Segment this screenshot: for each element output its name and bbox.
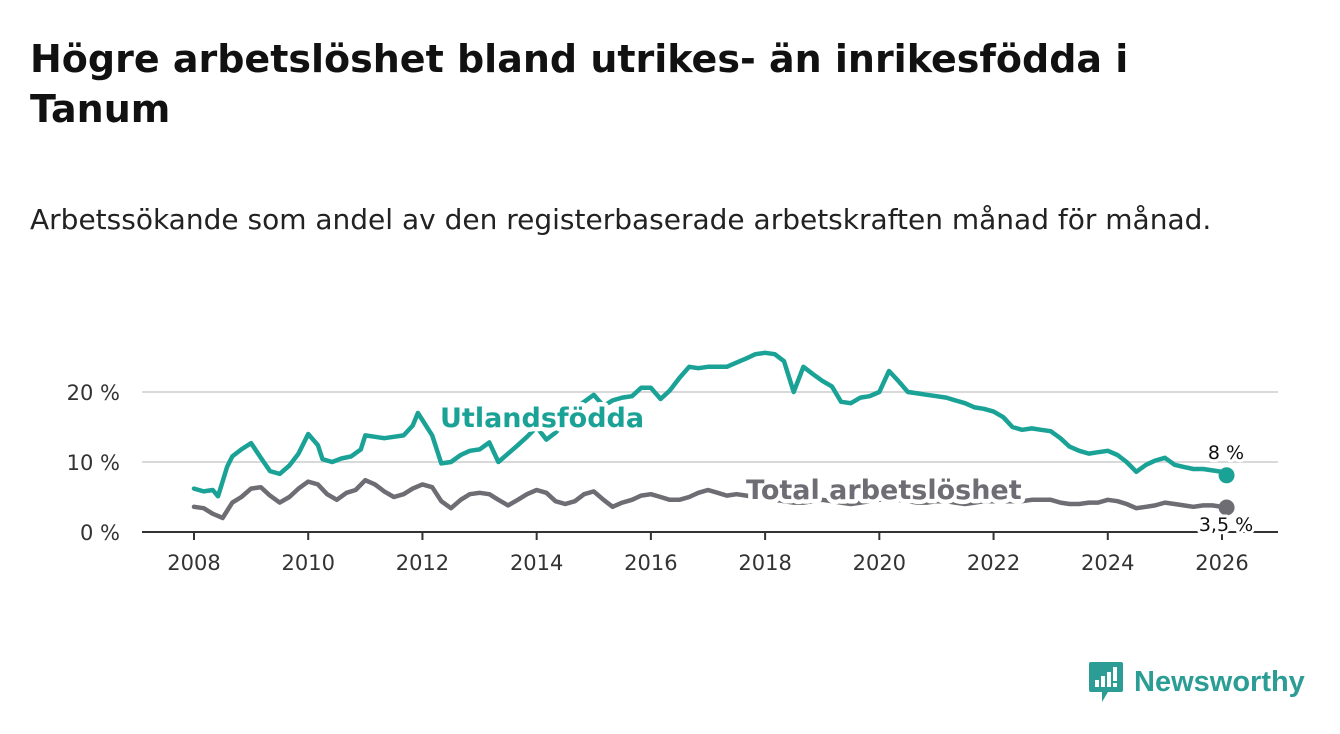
series-label-utlandsfodda-halo: Utlandsfödda (440, 403, 644, 434)
chart-title: Högre arbetslöshet bland utrikes- än inr… (30, 37, 1129, 131)
x-tick-label: 2020 (853, 551, 906, 575)
end-marker-total (1218, 499, 1235, 516)
y-tick-label: 10 % (67, 451, 120, 475)
series-line-utlandsfodda (191, 350, 1229, 499)
x-tick-label: 2014 (510, 551, 563, 575)
x-tick-label: 2026 (1195, 551, 1248, 575)
end-label-total-halo: 3,5 % (1199, 514, 1253, 536)
end-label-utlandsfodda: 8 % (1208, 442, 1244, 464)
end-marker-utlandsfodda (1218, 467, 1235, 484)
y-tick-label: 20 % (67, 381, 120, 405)
series-label-total-halo: Total arbetslöshet (746, 475, 1022, 506)
x-tick-label: 2008 (167, 551, 220, 575)
chart-subtitle: Arbetssökande som andel av den registerb… (30, 203, 1212, 236)
end-label-total: 3,5 % (1199, 514, 1253, 536)
series-line-total (191, 477, 1229, 521)
x-tick-label: 2016 (624, 551, 677, 575)
x-tick-label: 2010 (281, 551, 334, 575)
series-label-utlandsfodda: Utlandsfödda (440, 403, 644, 434)
x-tick-label: 2012 (396, 551, 449, 575)
x-tick-label: 2024 (1081, 551, 1134, 575)
brand-name: Newsworthy (1134, 665, 1305, 698)
x-tick-label: 2018 (738, 551, 791, 575)
series-label-total: Total arbetslöshet (746, 475, 1022, 506)
brand-logo: Newsworthy (1088, 660, 1305, 704)
y-tick-label: 0 % (80, 521, 120, 545)
x-tick-label: 2022 (967, 551, 1020, 575)
end-label-utlandsfodda-halo: 8 % (1208, 442, 1244, 464)
newsworthy-logo-icon (1089, 662, 1123, 702)
